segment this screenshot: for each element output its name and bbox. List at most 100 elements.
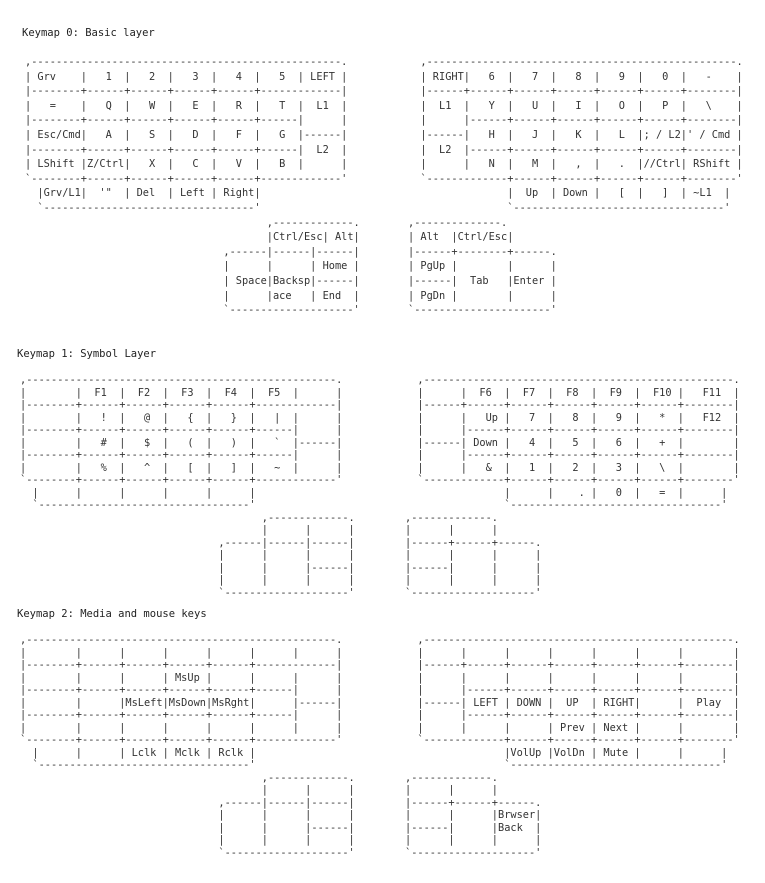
keymap-line: |------| Tab |Enter | [408, 274, 557, 287]
keymap-line: | PgDn | | | [408, 289, 557, 302]
keymap-line: ,---------------------------------------… [405, 374, 740, 386]
keymap-line: `-------------+------+------+------+----… [405, 734, 740, 746]
keymap-2-right-half: ,---------------------------------------… [405, 634, 740, 859]
keymap-line: `----------------------------------' [408, 201, 731, 214]
keymap-line: | | |------| [20, 561, 355, 574]
keymap-line: |--------+------+------+------+------+--… [20, 709, 343, 721]
keymap-line: ,-------------. [405, 771, 498, 784]
keymap-line: | | & | 1 | 2 | 3 | \ | | [405, 461, 740, 474]
keymap-line: `----------------------------------' [25, 201, 261, 214]
keymap-2-left-half: ,---------------------------------------… [20, 634, 355, 859]
keymap-line: |------+------+------. [405, 796, 542, 809]
keymap-line: | | | [405, 524, 498, 536]
keymap-line: | L1 | Y | U | I | O | P | \ | [408, 99, 743, 112]
keymap-line: | | | | | | | | [405, 671, 740, 684]
keymap-line: ,--------------. [408, 216, 508, 229]
keymap-line: | | | [20, 784, 355, 796]
keymap-line: | LShift |Z/Ctrl| X | C | V | B | | [25, 158, 348, 171]
keymap-line: | | | Lclk | Mclk | Rclk | [20, 746, 256, 759]
keymap-line: | | | | [20, 549, 355, 561]
keymap-line: | PgUp | | | [408, 260, 557, 273]
keymap-line: | | | [20, 524, 355, 536]
keymap-line: |--------+------+------+------+------+--… [20, 659, 343, 671]
keymap-line: | | | | | | | | [20, 721, 343, 734]
keymap-line: | | | Home | [25, 260, 360, 273]
keymap-2-title: Keymap 2: Media and mouse keys [17, 608, 207, 620]
keymap-line: |Ctrl/Esc| Alt| [25, 231, 360, 244]
keymap-1-left-half: ,---------------------------------------… [20, 374, 355, 599]
keymap-line: | | # | $ | ( | ) | ` |------| [20, 436, 343, 449]
keymap-line: | | | | Prev | Next | | | [405, 721, 740, 734]
keymap-line: | Space|Backsp|------| [25, 274, 360, 287]
keymap-line: |------+--------+------. [408, 245, 557, 258]
keymap-line: ,-------------. [405, 511, 498, 524]
keymap-line: `-------------+------+------+------+----… [408, 172, 743, 185]
keymap-line: | | | | [20, 834, 355, 846]
keymap-line: |--------+------+------+------+------+--… [20, 424, 343, 436]
keymap-line: `----------------------------------' [20, 759, 256, 771]
keymap-line: ,-------------. [20, 771, 355, 784]
keymap-line: | Up | Down | [ | ] | ~L1 | [408, 187, 731, 200]
keymap-line: | |------+------+------+------+------+--… [408, 114, 743, 127]
keymap-line: |------| | | [405, 561, 542, 574]
keymap-line: | RIGHT| 6 | 7 | 8 | 9 | 0 | - | [408, 70, 743, 83]
keymap-line: |Grv/L1| '" | Del | Left | Right| [25, 187, 261, 200]
keymap-line: |------+------+------+------+------+----… [405, 399, 740, 411]
keymap-line: `--------------------' [20, 586, 355, 599]
keymap-0-title: Keymap 0: Basic layer [22, 27, 155, 39]
keymap-line: | Grv | 1 | 2 | 3 | 4 | 5 | LEFT | [25, 70, 348, 83]
keymap-line: | L2 |------+------+------+------+------… [408, 143, 743, 156]
keymap-0-left-half: ,---------------------------------------… [25, 55, 360, 318]
keymap-line: |--------+------+------+------+------+--… [25, 85, 348, 98]
keymap-line: |--------+------+------+------+------+--… [20, 399, 343, 411]
keymap-line: | | | | | | | | [405, 646, 740, 659]
keymap-line: |--------+------+------+------+------+--… [25, 114, 348, 127]
keymap-line: | | | | [20, 809, 355, 821]
keymap-line: ,------|------|------| [25, 245, 360, 258]
keymap-line: | |ace | End | [25, 289, 360, 302]
keymap-line: | |------+------+------+------+------+--… [405, 449, 740, 461]
keymap-line: |--------+------+------+------+------+--… [20, 449, 343, 461]
keymap-line: ,-------------. [25, 216, 360, 229]
keymap-line: |--------+------+------+------+------+--… [25, 143, 348, 156]
keymap-line: |------+------+------+------+------+----… [405, 659, 740, 671]
keymap-line: | | | | MsUp | | | | [20, 671, 343, 684]
keymap-line: ,------|------|------| [20, 536, 355, 549]
keymap-line: `--------------------' [25, 304, 360, 317]
keymap-line: `--------------------' [20, 846, 355, 859]
keymap-line: | | |Brwser| [405, 809, 542, 821]
keymap-line: ,---------------------------------------… [25, 56, 348, 68]
keymap-line: |------| |Back | [405, 821, 542, 834]
keymap-line: | Alt |Ctrl/Esc| [408, 231, 514, 244]
keymap-line: | | | | | | | | [20, 646, 343, 659]
keymap-line: | | | | [405, 834, 542, 846]
keymap-line: `----------------------------------' [405, 499, 728, 511]
keymap-line: `--------+------+------+------+------+--… [25, 172, 348, 185]
keymap-line: | | | [405, 784, 498, 796]
keymap-line: | | | | [20, 574, 355, 586]
keymap-line: | | . | 0 | = | | [405, 486, 728, 499]
keymap-line: ,------|------|------| [20, 796, 355, 809]
keymap-line: | |------+------+------+------+------+--… [405, 424, 740, 436]
keymap-line: `--------------------' [405, 846, 542, 859]
keymap-line: |------| LEFT | DOWN | UP | RIGHT| | Pla… [405, 696, 740, 709]
keymap-line: ,---------------------------------------… [20, 374, 343, 386]
keymap-line: ,---------------------------------------… [405, 634, 740, 646]
keymap-line: | | F1 | F2 | F3 | F4 | F5 | | [20, 386, 343, 399]
keymap-line: ,---------------------------------------… [408, 56, 743, 68]
keymap-line: |------+------+------. [405, 536, 542, 549]
keymap-line: ,---------------------------------------… [20, 634, 343, 646]
keymap-line: | |------+------+------+------+------+--… [405, 709, 740, 721]
keymap-line: | | |------| [20, 821, 355, 834]
keymap-line: | | | | | | [20, 486, 256, 499]
keymap-line: | | | | [405, 574, 542, 586]
keymap-line: |------| Down | 4 | 5 | 6 | + | | [405, 436, 740, 449]
keymap-line: `----------------------------------' [20, 499, 256, 511]
keymap-line: ,-------------. [20, 511, 355, 524]
keymap-line: `----------------------------------' [405, 759, 728, 771]
keymap-line: | | |MsLeft|MsDown|MsRght| |------| [20, 696, 343, 709]
keymap-line: | | ! | @ | { | } | | | | [20, 411, 343, 424]
keymap-line: | Esc/Cmd| A | S | D | F | G |------| [25, 128, 348, 141]
keymap-line: | | % | ^ | [ | ] | ~ | | [20, 461, 343, 474]
keymap-line: `----------------------' [408, 304, 557, 317]
